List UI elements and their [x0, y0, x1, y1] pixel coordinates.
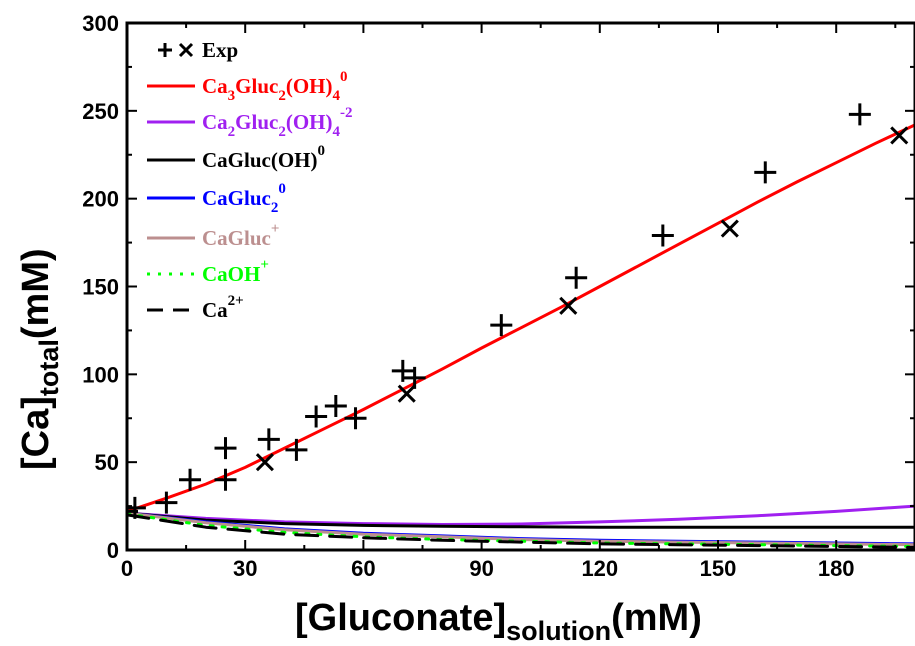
- series-line-6: [127, 513, 915, 549]
- exp-plus-point-3: [179, 468, 202, 491]
- legend-entry-5: CaGluc+: [147, 221, 279, 250]
- y-axis-title-sub: total: [34, 339, 64, 396]
- y-tick-label-6: 300: [82, 11, 119, 36]
- y-axis-title: [Ca]total(mM): [15, 248, 64, 470]
- series-line-4: [127, 511, 915, 547]
- legend-entry-3: CaGluc(OH)0: [147, 143, 325, 172]
- series-line-1: [127, 504, 915, 526]
- x-tick-label-3: 90: [469, 556, 493, 581]
- legend-entry-4: CaGluc20: [147, 181, 286, 216]
- x-tick-label-2: 60: [351, 556, 375, 581]
- y-tick-label-0: 0: [107, 538, 119, 563]
- x-tick-label-4: 120: [581, 556, 618, 581]
- exp-x-point-1: [397, 384, 416, 403]
- x-axis-title-unit: (mM): [611, 597, 702, 639]
- exp-plus-point-14: [565, 266, 588, 289]
- legend-entry-6: CaOH+: [147, 257, 269, 286]
- legend-label-0: Exp: [202, 38, 238, 62]
- legend-label-3: CaGluc(OH)0: [202, 143, 325, 172]
- x-axis-title-main: [Gluconate]: [295, 597, 506, 639]
- series-layer: [127, 123, 915, 549]
- y-axis-title-unit: (mM): [15, 248, 57, 339]
- exp-plus-point-15: [651, 224, 674, 247]
- y-tick-label-4: 200: [82, 187, 119, 212]
- y-tick-label-5: 250: [82, 99, 119, 124]
- y-tick-label-3: 150: [82, 275, 119, 300]
- legend-entry-1: Ca3Gluc2(OH)40: [147, 69, 348, 104]
- exp-plus-point-2: [155, 491, 178, 514]
- legend-entry-0: Exp: [158, 38, 238, 62]
- exp-plus-point-10: [344, 407, 367, 430]
- exp-x-point-2: [559, 296, 578, 315]
- exp-x-point-0: [255, 453, 274, 472]
- exp-plus-point-7: [285, 438, 308, 461]
- series-line-2: [127, 511, 915, 529]
- exp-plus-point-5: [214, 468, 237, 491]
- exp-plus-point-16: [754, 161, 777, 184]
- exp-plus-point-17: [848, 103, 871, 126]
- x-axis-title: [Gluconate]solution(mM): [295, 597, 702, 646]
- legend-label-4: CaGluc20: [202, 181, 286, 216]
- legend-entry-7: Ca2+: [147, 293, 244, 322]
- exp-plus-point-4: [214, 437, 237, 460]
- y-tick-label-2: 100: [82, 362, 119, 387]
- exp-plus-point-11: [391, 359, 414, 382]
- x-tick-label-1: 30: [233, 556, 257, 581]
- plot-frame: [125, 21, 915, 552]
- exp-plus-point-8: [305, 405, 328, 428]
- series-line-0: [127, 123, 915, 513]
- exp-x-point-3: [720, 219, 739, 238]
- x-tick-label-0: 0: [121, 556, 133, 581]
- exp-plus-point-12: [403, 366, 426, 389]
- exp-plus-point-9: [324, 394, 347, 417]
- experimental-markers: [127, 103, 909, 523]
- y-axis-title-main: [Ca]: [15, 396, 57, 470]
- axis-ticks: 0 30 60 90 120 150 180 0 50 100 150 200 250 300: [82, 11, 915, 581]
- legend-plus-marker: [158, 43, 172, 57]
- x-tick-label-5: 150: [700, 556, 737, 581]
- legend-label-1: Ca3Gluc2(OH)40: [202, 69, 348, 104]
- legend-label-2: Ca2Gluc2(OH)4-2: [202, 105, 353, 140]
- legend-label-5: CaGluc+: [202, 221, 279, 250]
- y-tick-label-1: 50: [95, 450, 119, 475]
- x-axis-title-sub: solution: [506, 616, 611, 646]
- legend-label-7: Ca2+: [202, 293, 244, 322]
- exp-x-point-4: [890, 126, 909, 145]
- legend-entry-2: Ca2Gluc2(OH)4-2: [147, 105, 353, 140]
- exp-plus-point-13: [490, 314, 513, 337]
- legend-x-marker: [178, 42, 194, 58]
- legend-label-6: CaOH+: [202, 257, 269, 286]
- exp-plus-point-6: [257, 428, 280, 451]
- axis-titles: [Gluconate]solution(mM) [Ca]total(mM): [15, 248, 702, 646]
- x-tick-label-6: 180: [818, 556, 855, 581]
